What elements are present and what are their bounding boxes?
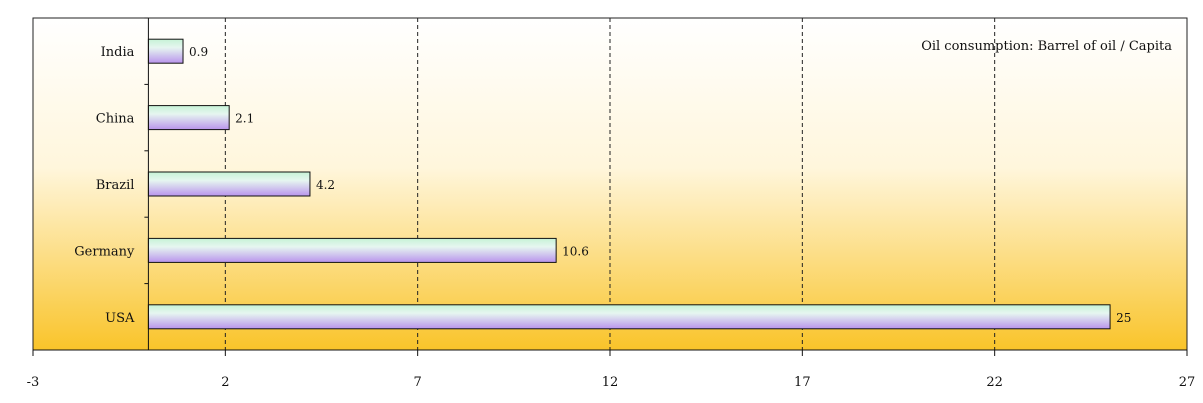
data-label: 25 (1116, 311, 1131, 325)
x-tick-label: 22 (986, 375, 1003, 390)
bar-germany (147, 237, 557, 263)
category-label: Brazil (96, 178, 135, 193)
chart-title: Oil consumption: Barrel of oil / Capita (921, 39, 1172, 54)
bar-usa (147, 304, 1111, 330)
bar-india (147, 38, 184, 64)
x-tick-label: 7 (414, 375, 422, 390)
category-label: China (96, 112, 135, 127)
bars: 0.9 2.1 4.2 10.6 25 (147, 38, 1131, 330)
x-tick-label: 12 (602, 375, 619, 390)
data-label: 4.2 (316, 178, 335, 192)
bar-china (147, 105, 230, 131)
x-tick-label: 2 (221, 375, 229, 390)
data-label: 2.1 (235, 112, 254, 126)
category-label: India (101, 45, 135, 60)
x-tick-label: 27 (1179, 375, 1196, 390)
x-tick-label: -3 (27, 375, 40, 390)
category-label: USA (105, 311, 135, 326)
data-label: 0.9 (189, 45, 208, 59)
data-label: 10.6 (562, 244, 589, 258)
bar-brazil (147, 171, 311, 197)
x-tick-label: 17 (794, 375, 811, 390)
gridlines (224, 18, 996, 350)
category-label: Germany (74, 244, 135, 259)
